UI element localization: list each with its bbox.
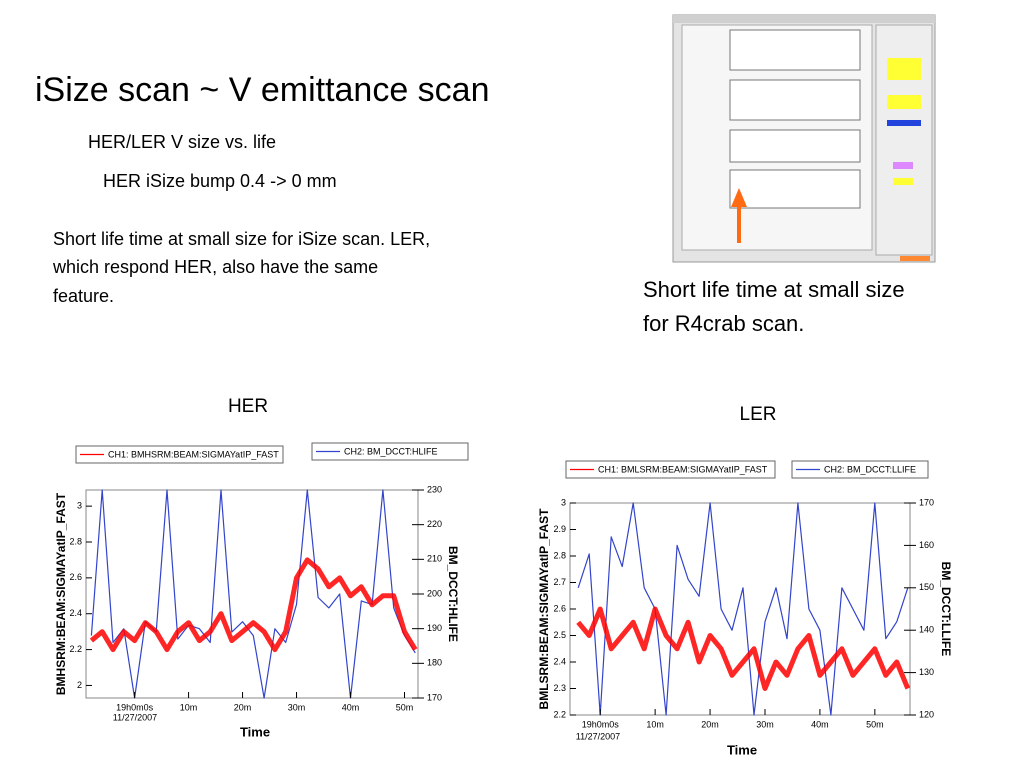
y-tick-label: 3 [561, 497, 566, 507]
y2-tick-label: 220 [427, 519, 442, 529]
y2-tick-label: 210 [427, 554, 442, 564]
y-tick-label: 2.8 [553, 550, 566, 560]
y-tick-label: 3 [77, 501, 82, 511]
status [900, 256, 930, 261]
x-tick-label: 50m [866, 719, 884, 729]
arrow [731, 188, 747, 243]
y-tick-label: 2.6 [69, 572, 82, 582]
y2-tick-label: 170 [919, 497, 934, 507]
menu-bar [673, 15, 935, 23]
subtitle: HER iSize bump 0.4 -> 0 mm [103, 171, 337, 191]
chart-caption: LER [740, 404, 777, 425]
note: which respond HER, also have the same [52, 257, 378, 277]
y2-tick-label: 140 [919, 625, 934, 635]
y-tick-label: 2.2 [69, 644, 82, 654]
note: Short life time at small size [643, 277, 905, 302]
x-tick-label: 20m [234, 702, 252, 712]
x-tick-label: 30m [756, 719, 774, 729]
series-line [577, 502, 909, 716]
legend-box [791, 460, 929, 479]
subtitle: HER/LER V size vs. life [88, 132, 276, 152]
plot-area [85, 489, 419, 699]
slide-title: iSize scan ~ V emittance scan [35, 71, 490, 109]
y-axis-label: BMHSRM:BEAM:SIGMAYatIP_FAST [54, 492, 68, 695]
button [887, 120, 921, 126]
y-tick-label: 2.2 [553, 709, 566, 719]
x-tick-label: 19h0m0s [582, 719, 620, 729]
x-tick-label: 40m [342, 702, 360, 712]
y-tick-label: 2.9 [553, 524, 566, 534]
y2-tick-label: 230 [427, 484, 442, 494]
y2-tick-label: 180 [427, 658, 442, 668]
x-axis-label: Time [240, 724, 270, 739]
y-tick-label: 2.4 [553, 656, 566, 666]
y-tick-label: 2.5 [553, 630, 566, 640]
subplot [729, 129, 861, 163]
screenshot [672, 14, 936, 263]
y-tick-label: 2 [77, 680, 82, 690]
note: feature. [53, 286, 114, 306]
y2-tick-label: 130 [919, 667, 934, 677]
x-tick-label: 10m [180, 702, 198, 712]
subplot [729, 169, 861, 209]
x-tick-label: 30m [288, 702, 306, 712]
y-tick-label: 2.4 [69, 608, 82, 618]
y2-axis-label: BM_DCCT:HLIFE [446, 546, 460, 642]
y-tick-label: 2.3 [553, 683, 566, 693]
y-tick-label: 2.6 [553, 603, 566, 613]
x-axis-label: Time [727, 742, 757, 757]
y2-tick-label: 120 [919, 709, 934, 719]
y2-axis-label: BM_DCCT:LLIFE [939, 562, 953, 657]
series-line [89, 557, 418, 653]
legend-item: CH2: BM_DCCT:HLIFE [311, 442, 469, 461]
legend-item: CH1: BMHSRM:BEAM:SIGMAYatIP_FAST [75, 445, 284, 464]
series-line [576, 606, 911, 691]
subplot [729, 79, 861, 121]
y-tick-label: 2.8 [69, 536, 82, 546]
legend-item: CH1: BMLSRM:BEAM:SIGMAYatIP_FAST [565, 460, 776, 479]
date-label: 11/27/2007 [113, 712, 157, 722]
y2-tick-label: 170 [427, 692, 442, 702]
y2-tick-label: 150 [919, 582, 934, 592]
chart-caption: HER [228, 396, 268, 417]
legend-label: CH2: BM_DCCT:LLIFE [824, 464, 916, 474]
y-axis-label: BMLSRM:BEAM:SIGMAYatIP_FAST [537, 508, 551, 710]
x-tick-label: 10m [646, 719, 664, 729]
legend-box [311, 442, 469, 461]
legend-item: CH2: BM_DCCT:LLIFE [791, 460, 929, 479]
button [893, 178, 913, 185]
button [887, 58, 921, 80]
x-tick-label: 20m [701, 719, 719, 729]
y-tick-label: 2.7 [553, 577, 566, 587]
legend-box [565, 460, 776, 479]
y2-tick-label: 200 [427, 588, 442, 598]
legend-label: CH2: BM_DCCT:HLIFE [344, 446, 438, 456]
y2-tick-label: 160 [919, 540, 934, 550]
legend-label: CH1: BMHSRM:BEAM:SIGMAYatIP_FAST [108, 449, 279, 459]
date-label: 11/27/2007 [576, 731, 620, 741]
legend-label: CH1: BMLSRM:BEAM:SIGMAYatIP_FAST [598, 464, 768, 474]
note: for R4crab scan. [643, 311, 804, 336]
x-tick-label: 19h0m0s [116, 702, 154, 712]
subplot [729, 29, 861, 71]
note: Short life time at small size for iSize … [53, 229, 430, 249]
button [893, 162, 913, 169]
plot-area [569, 502, 911, 716]
x-tick-label: 40m [811, 719, 829, 729]
y2-tick-label: 190 [427, 623, 442, 633]
legend-box [75, 445, 284, 464]
x-tick-label: 50m [396, 702, 414, 712]
button [887, 95, 921, 109]
